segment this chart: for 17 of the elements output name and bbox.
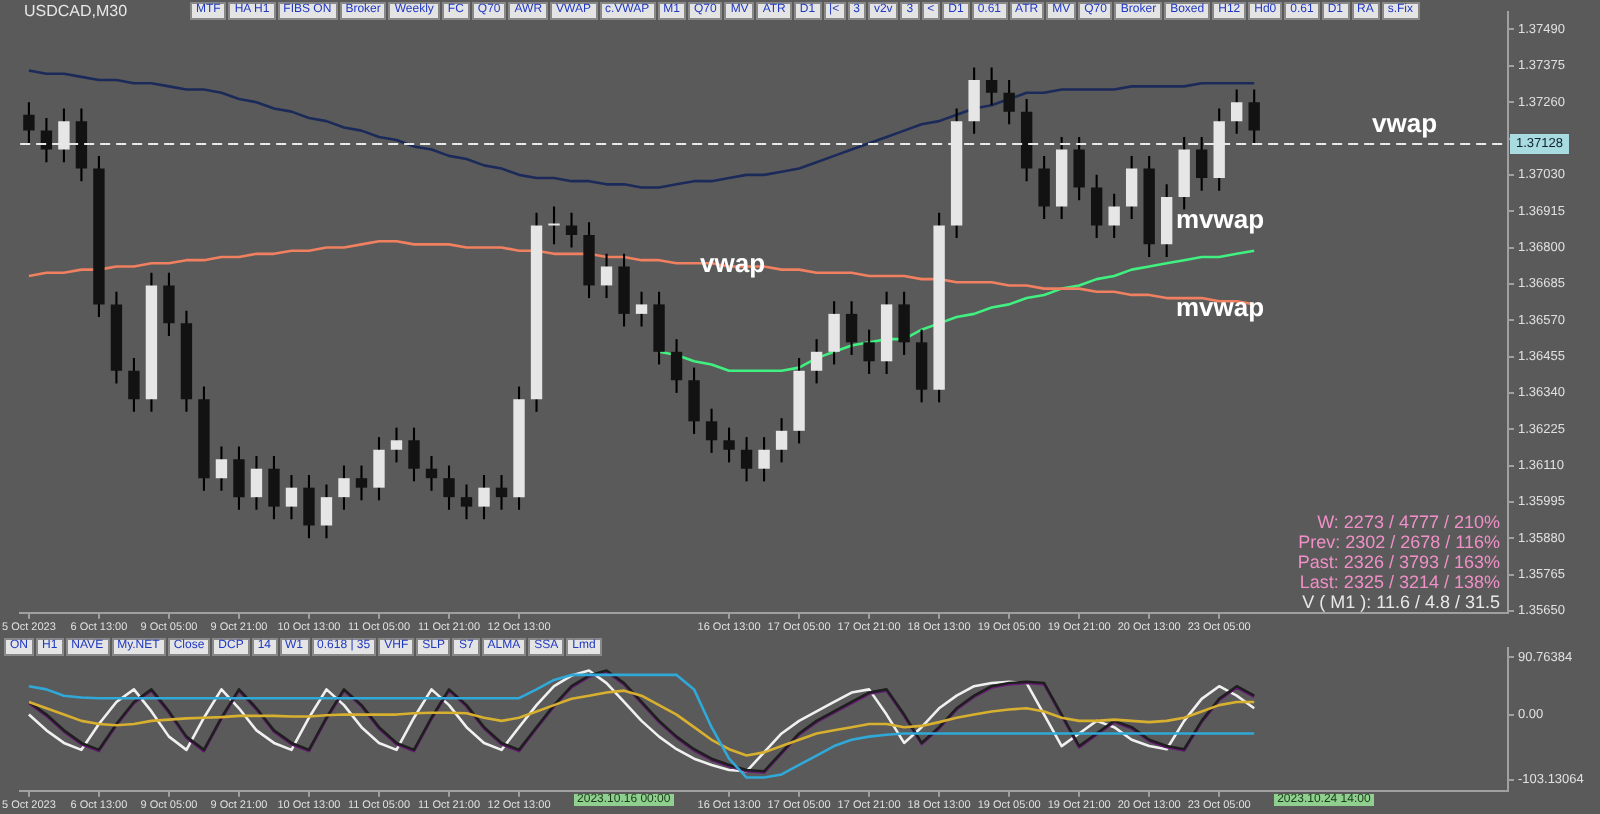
annotation: vwap: [1372, 108, 1438, 138]
annotation: mvwap: [1176, 204, 1265, 234]
annotation: Prev: 2302 / 2678 / 116%: [1298, 532, 1500, 552]
chart-title: USDCAD,M30: [24, 2, 128, 20]
annotation: Last: 2325 / 3214 / 138%: [1299, 572, 1500, 592]
candlestick: [495, 475, 508, 510]
annotation: V ( M1 ): 11.6 / 4.8 / 31.5: [1302, 592, 1500, 612]
candlestick: [548, 206, 560, 245]
annotation: mvwap: [1176, 292, 1265, 322]
candlestick: [355, 465, 368, 501]
candlestick: [390, 427, 403, 463]
annotation: Past: 2326 / 3793 / 163%: [1297, 552, 1500, 572]
candlestick: [565, 212, 578, 248]
candlestick: [425, 456, 438, 491]
candlestick: [635, 291, 648, 327]
annotation: W: 2273 / 4777 / 210%: [1317, 512, 1500, 532]
candlestick: [460, 484, 473, 520]
